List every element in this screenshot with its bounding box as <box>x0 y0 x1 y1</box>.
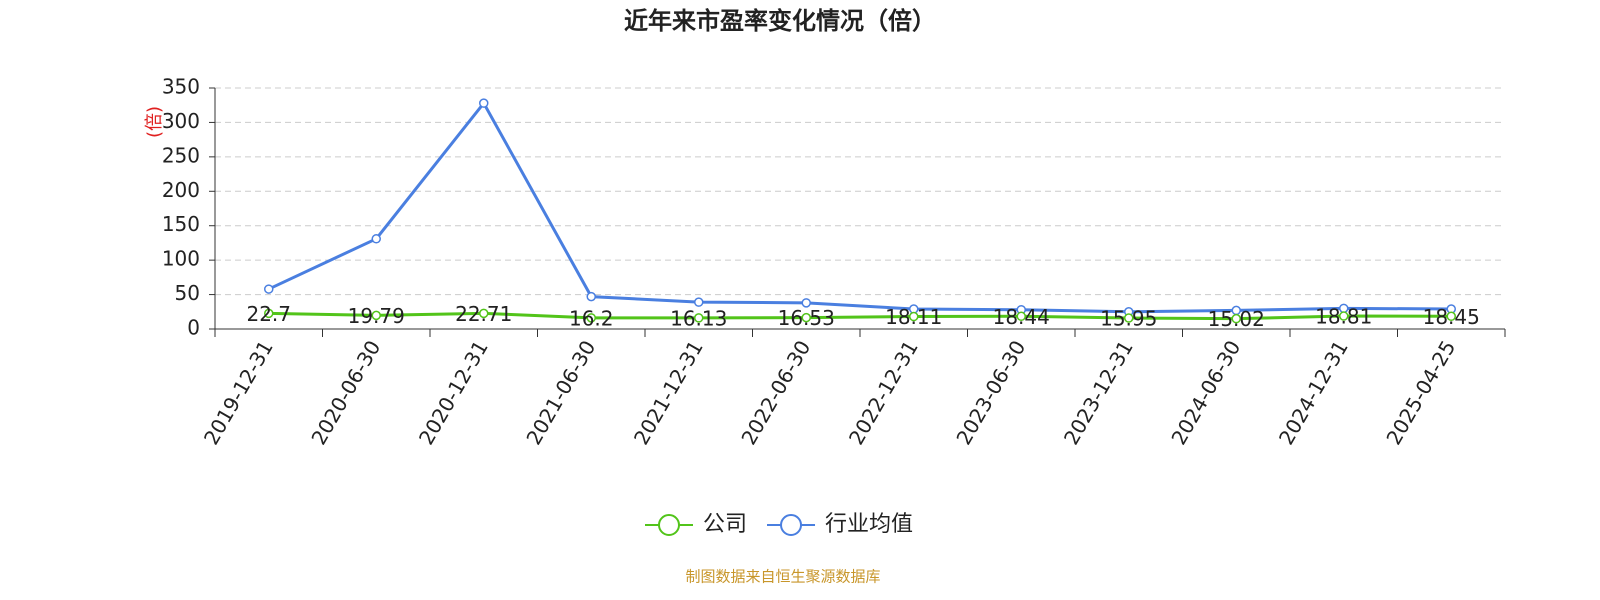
point <box>586 291 596 302</box>
point <box>1231 313 1241 324</box>
x-tick-label: 2022-06-30 <box>736 336 815 449</box>
chart-title: 近年来市盈率变化情况（倍） <box>624 7 936 35</box>
x-tick-label: 2023-12-31 <box>1059 336 1138 449</box>
data-label: 22.71 <box>455 302 512 326</box>
data-label: 15.95 <box>1100 307 1157 331</box>
x-tick-label: 2022-12-31 <box>844 336 923 449</box>
point <box>909 311 919 322</box>
data-label: 19.79 <box>348 304 405 328</box>
point <box>479 98 489 108</box>
x-tick-label: 2021-06-30 <box>521 336 600 449</box>
legend-marker <box>658 514 680 536</box>
y-tick-label: 250 <box>162 143 200 167</box>
y-tick-label: 150 <box>162 212 200 236</box>
point <box>694 297 704 307</box>
x-tick-label: 2023-06-30 <box>951 336 1030 449</box>
point <box>1446 311 1456 322</box>
x-tick-label: 2025-04-25 <box>1381 336 1460 449</box>
data-label: 18.81 <box>1315 305 1372 329</box>
point <box>479 308 489 319</box>
data-label: 16.53 <box>778 306 835 330</box>
point <box>371 234 381 244</box>
point <box>264 308 274 319</box>
y-axis-label: (倍) <box>144 106 165 138</box>
x-tick-label: 2024-06-30 <box>1166 336 1245 449</box>
data-label: 18.11 <box>885 305 942 329</box>
x-tick-label: 2020-06-30 <box>306 336 385 449</box>
y-tick-label: 300 <box>162 109 200 133</box>
legend-marker <box>780 514 803 536</box>
point <box>1339 311 1349 321</box>
y-tick-label: 0 <box>187 316 200 340</box>
point <box>801 298 811 308</box>
point <box>586 313 596 323</box>
point <box>371 310 381 321</box>
y-tick-label: 350 <box>162 75 200 99</box>
data-label: 16.2 <box>569 306 614 330</box>
legend-label: 行业均值 <box>825 512 913 537</box>
point <box>1016 311 1026 322</box>
y-tick-label: 200 <box>162 178 200 202</box>
y-tick-label: 50 <box>175 281 200 305</box>
y-tick-label: 100 <box>162 247 200 271</box>
point <box>1124 313 1134 323</box>
x-tick-label: 2020-12-31 <box>414 336 493 449</box>
point <box>264 284 274 294</box>
data-label: 15.02 <box>1208 307 1265 331</box>
point <box>801 312 811 323</box>
legend-label: 公司 <box>703 512 747 537</box>
x-tick-label: 2019-12-31 <box>199 336 278 449</box>
data-label: 18.44 <box>993 305 1050 329</box>
source-note: 制图数据来自恒生聚源数据库 <box>685 568 880 586</box>
series-line <box>268 100 1452 314</box>
data-label: 18.45 <box>1423 305 1480 329</box>
x-tick-label: 2021-12-31 <box>629 336 708 449</box>
series-line <box>268 311 1452 321</box>
data-label: 22.7 <box>246 302 291 326</box>
data-label: 16.13 <box>670 306 727 330</box>
x-tick-label: 2024-12-31 <box>1274 336 1353 449</box>
point <box>694 313 704 323</box>
